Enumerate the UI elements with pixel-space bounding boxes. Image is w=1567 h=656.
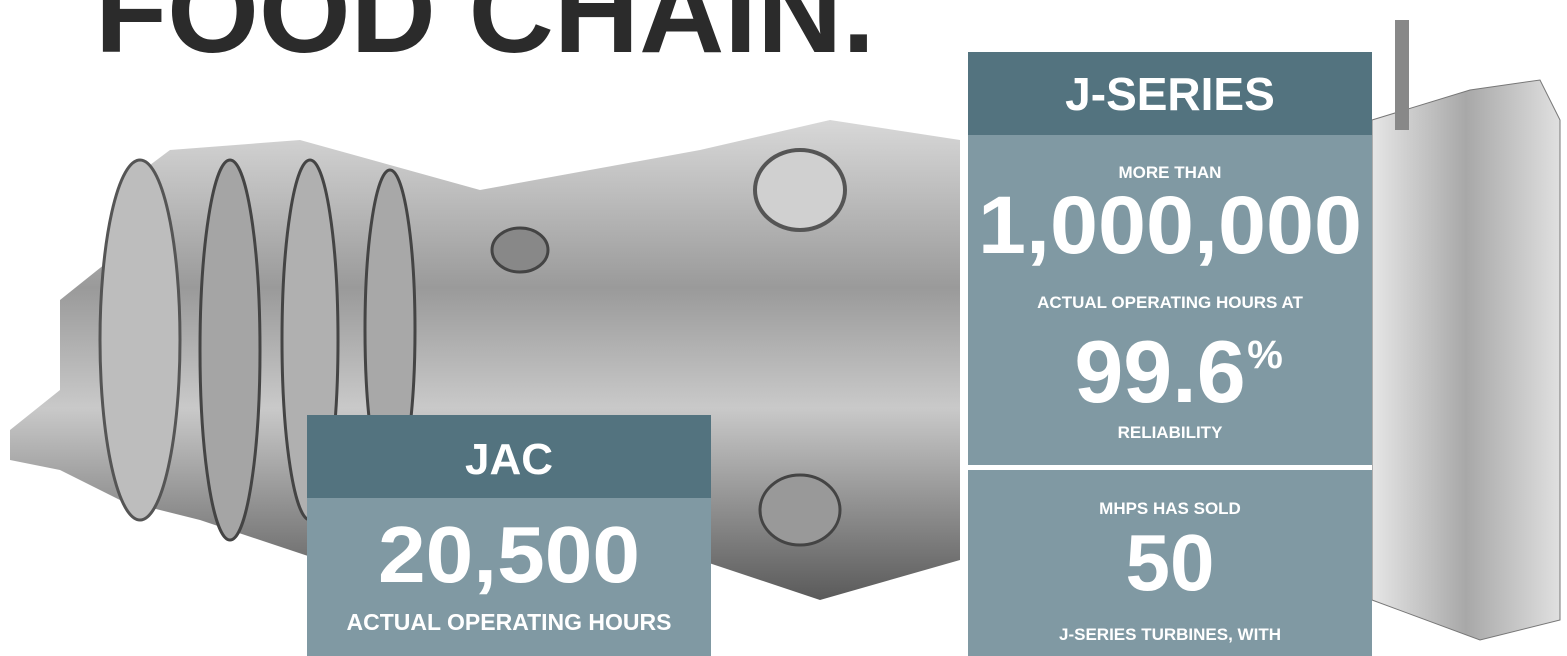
caption: J-SERIES TURBINES, WITH: [1059, 625, 1281, 644]
panel-title: JAC: [465, 435, 553, 484]
jac-panel: JAC 20,500 ACTUAL OPERATING HOURS: [307, 415, 711, 656]
panel-title: J-SERIES: [1065, 68, 1275, 120]
big-number: 1,000,000: [978, 180, 1362, 271]
caption: MHPS HAS SOLD: [1099, 499, 1241, 518]
caption: ACTUAL OPERATING HOURS AT: [1037, 293, 1303, 312]
page-title: FOOD CHAIN.: [95, 0, 875, 78]
big-number: 50: [1126, 518, 1215, 607]
j-series-panel: J-SERIES MORE THAN 1,000,000 ACTUAL OPER…: [968, 52, 1372, 656]
caption: RELIABILITY: [1118, 423, 1223, 442]
unit: %: [1247, 333, 1283, 377]
page: FOOD CHAIN. J-SERIES MORE THAN 1,000,000…: [0, 0, 1567, 656]
caption: ACTUAL OPERATING HOURS: [347, 609, 672, 635]
big-number: 20,500: [378, 510, 640, 599]
big-number: 99.6: [1074, 322, 1245, 421]
